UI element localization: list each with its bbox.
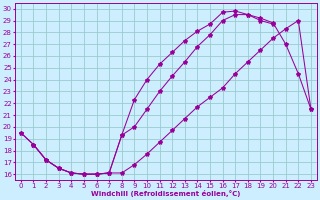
X-axis label: Windchill (Refroidissement éolien,°C): Windchill (Refroidissement éolien,°C) bbox=[91, 190, 241, 197]
